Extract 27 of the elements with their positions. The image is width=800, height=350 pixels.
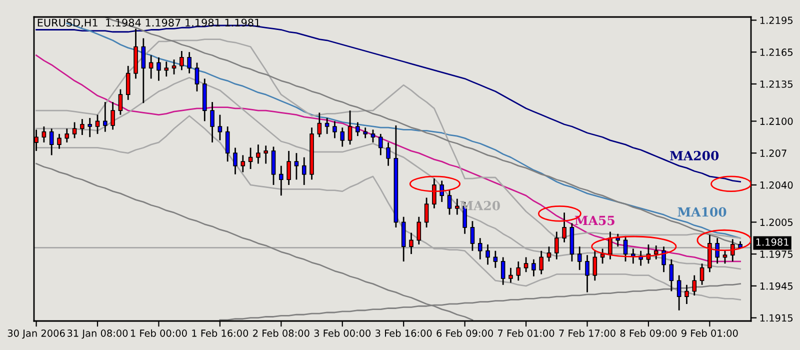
y-tick-label: 1.2135 bbox=[760, 80, 793, 88]
x-tick-label: 1 Feb 00:00 bbox=[131, 329, 187, 337]
annotation: MA55 bbox=[574, 216, 614, 226]
x-tick-label: 3 Feb 00:00 bbox=[314, 329, 371, 337]
y-tick-label: 1.1975 bbox=[760, 250, 793, 258]
x-tick-label: 30 Jan 2006 bbox=[8, 330, 65, 339]
x-tick-label: 9 Feb 01:00 bbox=[681, 329, 738, 337]
x-tick-label: 1 Feb 16:00 bbox=[192, 329, 248, 337]
annotation: MA100 bbox=[678, 207, 726, 217]
x-tick-label: 7 Feb 17:00 bbox=[559, 329, 616, 337]
ref-line-label: 1.1981 bbox=[756, 238, 788, 246]
y-tick-label: 1.1915 bbox=[760, 314, 793, 322]
y-tick-label: 1.2040 bbox=[760, 181, 793, 189]
y-tick-label: 1.2005 bbox=[760, 218, 793, 226]
y-tick-label: 1.2165 bbox=[760, 48, 793, 56]
chart-title: EURUSD,H1 1.1984 1.1987 1.1981 1.1981 bbox=[38, 18, 260, 28]
y-tick-label: 1.2195 bbox=[760, 16, 793, 24]
y-tick-label: 1.1945 bbox=[760, 282, 793, 290]
y-tick-label: 1.2100 bbox=[760, 118, 793, 125]
y-tick-label: 1.207 bbox=[760, 150, 786, 157]
x-tick-label: 6 Feb 09:00 bbox=[436, 329, 493, 337]
x-tick-label: 8 Feb 09:00 bbox=[620, 329, 677, 337]
x-tick-label: 7 Feb 01:00 bbox=[498, 329, 554, 337]
x-tick-label: 31 Jan 08:00 bbox=[67, 330, 128, 339]
x-tick-label: 2 Feb 08:00 bbox=[253, 329, 310, 337]
x-tick-label: 3 Feb 16:00 bbox=[376, 329, 432, 337]
annotation: MA200 bbox=[670, 150, 719, 160]
